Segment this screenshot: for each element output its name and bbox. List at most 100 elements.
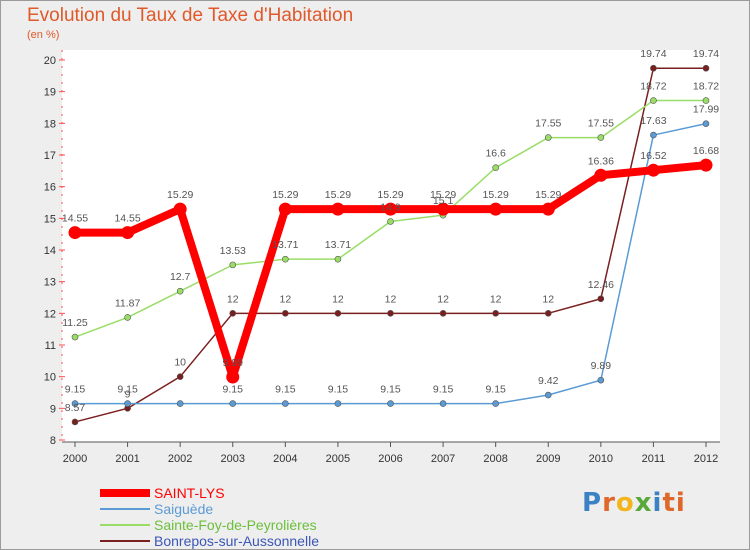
- data-label: 14.55: [114, 213, 140, 225]
- data-label: 12: [332, 293, 344, 305]
- data-label: 13.71: [272, 239, 298, 251]
- y-tick-label: 15: [44, 213, 56, 225]
- proxiti-logo: Proxiti: [582, 488, 686, 518]
- x-tick-label: 2010: [589, 453, 613, 465]
- data-label: 11.25: [62, 317, 88, 329]
- data-label: 15.29: [377, 189, 403, 201]
- data-point: [439, 310, 447, 317]
- data-point: [121, 226, 135, 240]
- data-point: [650, 64, 657, 72]
- x-tick-label: 2012: [694, 453, 718, 465]
- x-tick-label: 2001: [115, 453, 139, 465]
- data-point: [384, 202, 397, 216]
- data-point: [650, 97, 657, 104]
- legend-label: Bonrepos-sur-Aussonnelle: [154, 533, 319, 549]
- data-label: 15.29: [535, 189, 561, 201]
- data-label: 15.29: [167, 189, 193, 201]
- y-tick-label: 18: [44, 118, 56, 130]
- legend-swatch: [100, 508, 150, 510]
- y-tick-label: 12: [44, 308, 56, 320]
- data-label: 17.55: [535, 118, 561, 130]
- data-label: 9.15: [380, 384, 401, 396]
- data-point: [282, 400, 289, 407]
- y-tick-label: 14: [44, 245, 56, 257]
- data-label: 16.6: [485, 148, 506, 160]
- data-point: [282, 310, 289, 317]
- x-tick-label: 2000: [63, 453, 87, 465]
- data-label: 9.15: [117, 384, 138, 396]
- data-label: 9.15: [223, 384, 244, 396]
- data-point: [597, 376, 605, 384]
- chart-subtitle: (en %): [27, 29, 60, 41]
- legend-swatch: [100, 524, 150, 526]
- data-label: 12.46: [588, 279, 614, 291]
- data-label: 15.1: [433, 195, 454, 207]
- data-label: 17.63: [640, 115, 666, 127]
- data-label: 17.55: [588, 118, 614, 130]
- data-label: 15.29: [272, 189, 298, 201]
- data-point: [229, 310, 237, 317]
- y-tick-label: 16: [44, 182, 56, 194]
- data-label: 19.74: [640, 48, 666, 60]
- data-point: [68, 226, 82, 240]
- data-label: 15.29: [430, 189, 456, 201]
- data-point: [229, 400, 237, 407]
- y-tick-label: 8: [50, 435, 56, 447]
- data-point: [597, 134, 605, 141]
- x-tick-label: 2008: [483, 453, 507, 465]
- data-label: 13.53: [220, 245, 246, 257]
- data-point: [71, 400, 79, 407]
- chart-title: Evolution du Taux de Taxe d'Habitation: [27, 5, 354, 26]
- data-label: 18.72: [693, 81, 719, 93]
- legend-swatch: [100, 489, 150, 497]
- data-point: [334, 255, 342, 263]
- data-point: [387, 218, 394, 225]
- legend-swatch: [100, 540, 150, 542]
- data-point: [176, 287, 184, 295]
- data-point: [699, 158, 713, 172]
- y-tick-label: 9: [50, 403, 56, 415]
- plot-area: [62, 50, 720, 442]
- data-label: 12: [437, 293, 449, 305]
- data-point: [492, 164, 499, 171]
- data-label: 10: [174, 357, 186, 369]
- data-point: [334, 310, 342, 317]
- data-point: [702, 64, 710, 72]
- data-label: 16.68: [693, 145, 719, 157]
- data-label: 16.52: [640, 150, 666, 162]
- data-point: [71, 333, 79, 341]
- data-point: [176, 400, 184, 407]
- data-label: 12: [227, 293, 239, 305]
- legend-label: Sainte-Foy-de-Peyrolières: [154, 517, 317, 533]
- data-label: 9.99: [223, 357, 244, 369]
- data-point: [124, 400, 131, 407]
- data-label: 9.15: [485, 384, 506, 396]
- data-label: 9.15: [433, 384, 454, 396]
- data-label: 12.7: [170, 271, 191, 283]
- data-point: [436, 202, 450, 216]
- data-point: [282, 255, 289, 263]
- data-point: [331, 202, 345, 216]
- data-point: [387, 400, 394, 407]
- data-point: [71, 418, 79, 426]
- x-tick-label: 2005: [326, 453, 350, 465]
- y-tick-label: 10: [44, 372, 56, 384]
- data-label: 9.15: [328, 384, 349, 396]
- data-point: [702, 120, 710, 127]
- data-label: 9.42: [538, 375, 559, 387]
- y-tick-label: 11: [45, 340, 56, 352]
- data-label: 16.36: [588, 155, 614, 167]
- data-label: 9: [125, 388, 131, 400]
- x-tick-label: 2006: [378, 453, 402, 465]
- data-point: [544, 310, 552, 317]
- data-label: 17.99: [693, 104, 719, 116]
- x-tick-label: 2003: [221, 453, 245, 465]
- data-label: 9.15: [275, 384, 296, 396]
- x-tick-label: 2011: [642, 453, 666, 465]
- data-point: [544, 134, 552, 141]
- data-label: 12: [385, 293, 397, 305]
- data-point: [541, 202, 555, 216]
- data-label: 13.71: [325, 239, 351, 251]
- data-label: 9.15: [65, 384, 86, 396]
